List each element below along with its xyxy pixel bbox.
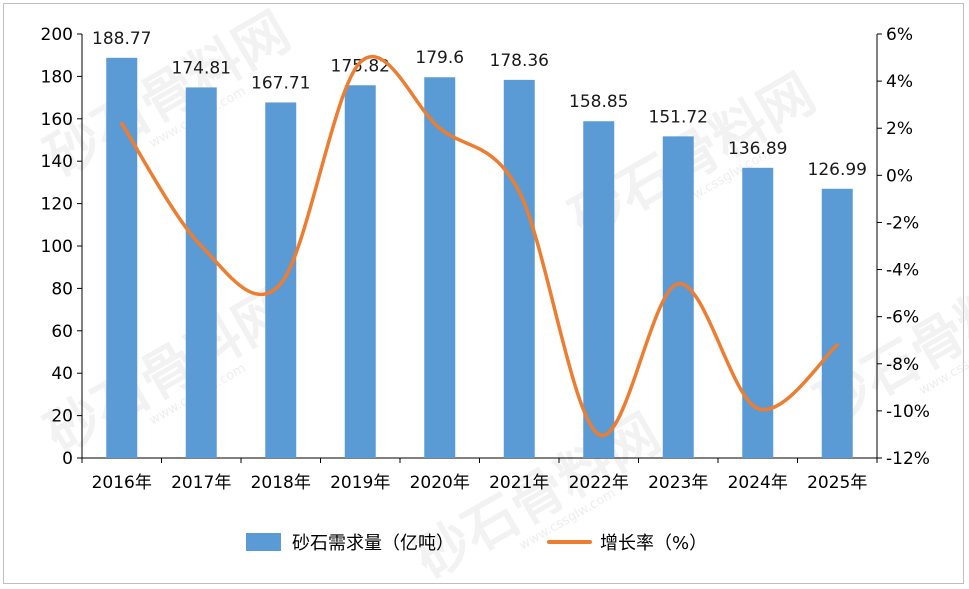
bar [583,121,615,458]
bar [821,188,853,459]
bar-data-label: 174.81 [172,58,231,78]
x-tick-label: 2016年 [92,473,152,493]
right-tick-label: -10% [886,402,930,422]
x-tick-label: 2018年 [251,473,311,493]
right-tick-label: -12% [886,449,930,469]
x-tick-label: 2019年 [330,473,390,493]
right-tick-label: 0% [886,166,913,186]
bar-data-label: 126.99 [808,160,867,180]
legend-label-line: 增长率（%） [600,533,707,554]
legend-swatch-bar [246,533,281,551]
watermark-text: 砂石骨料网 [35,277,300,467]
right-tick-label: -8% [886,355,919,375]
x-tick-label: 2022年 [569,473,629,493]
left-tick-label: 200 [41,25,73,45]
left-tick-label: 100 [41,237,73,257]
left-tick-label: 180 [41,67,73,87]
right-tick-label: -4% [886,261,919,281]
bar-data-label: 167.71 [251,73,310,93]
left-tick-label: 60 [51,322,73,342]
left-tick-label: 20 [51,407,73,427]
bar-series [106,57,853,459]
left-tick-label: 40 [51,364,73,384]
left-tick-label: 120 [41,195,73,215]
right-tick-label: -6% [886,308,919,328]
bar-data-label: 179.6 [415,48,464,68]
bar [344,85,376,458]
bar [424,77,456,459]
x-tick-label: 2021年 [489,473,549,493]
growth-rate-line [120,54,839,437]
bar [185,87,217,458]
x-tick-label: 2023年 [648,473,708,493]
bar-data-label: 136.89 [728,139,787,159]
x-tick-label: 2017年 [171,473,231,493]
bar-data-label: 178.36 [490,51,549,71]
left-tick-label: 80 [51,279,73,299]
chart-frame [3,3,964,584]
left-tick-label: 0 [62,449,73,469]
legend: 砂石需求量（亿吨） 增长率（%） [246,533,707,554]
bar [662,136,694,458]
bar-data-labels: 188.77 174.81 167.71 175.82 179.6 178.36 158.8… [92,29,867,180]
bar-data-label: 188.77 [92,29,151,49]
bar [503,79,535,458]
right-tick-label: 6% [886,25,913,45]
bar-data-label: 158.85 [569,92,628,112]
bar [265,102,297,458]
right-tick-label: 2% [886,119,913,139]
bar-data-label: 175.82 [331,56,390,76]
x-tick-label: 2025年 [807,473,867,493]
x-axis: 2016年 2017年 2018年 2019年 2020年 2021年 2022年 2023年… [81,457,878,493]
bar [742,167,774,458]
left-tick-label: 160 [41,110,73,130]
right-tick-label: -2% [886,213,919,233]
watermark-text: 砂石骨料网 [35,0,300,189]
bar [106,57,138,459]
right-tick-label: 4% [886,72,913,92]
x-tick-label: 2020年 [410,473,470,493]
line-series [120,54,839,437]
x-tick-label: 2024年 [728,473,788,493]
legend-label-bar: 砂石需求量（亿吨） [292,533,454,554]
right-axis: -12% -10% -8% -6% -4% -2% 0% 2% 4% 6% [876,25,930,469]
bar-data-label: 151.72 [649,107,708,127]
left-tick-label: 140 [41,152,73,172]
left-axis: 0 20 40 60 80 100 120 140 160 180 200 [41,25,83,469]
